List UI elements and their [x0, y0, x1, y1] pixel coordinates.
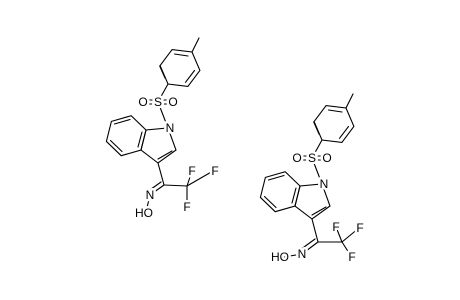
atom-label: N: [146, 188, 155, 202]
atom-label: N: [298, 247, 307, 261]
atom-label: F: [348, 250, 355, 264]
atom-label: O: [322, 151, 331, 165]
atom-label: HO: [271, 250, 289, 264]
atom-label: O: [138, 95, 147, 109]
atom-label: HO: [135, 206, 153, 220]
atom-label: S: [154, 95, 162, 109]
atom-label: F: [332, 220, 339, 234]
atom-label: F: [356, 221, 363, 235]
atom-label: F: [188, 164, 195, 178]
molecule: N S O O F F F N HO: [105, 37, 221, 223]
atom-label: F: [211, 164, 218, 178]
atom-label: F: [183, 200, 190, 214]
atom-label: N: [166, 121, 175, 135]
atom-label: S: [308, 151, 316, 165]
atom-label: O: [292, 151, 301, 165]
molecule: N S O O F F F N HO: [259, 93, 366, 267]
atom-label: O: [168, 95, 177, 109]
atom-label: N: [320, 177, 329, 191]
